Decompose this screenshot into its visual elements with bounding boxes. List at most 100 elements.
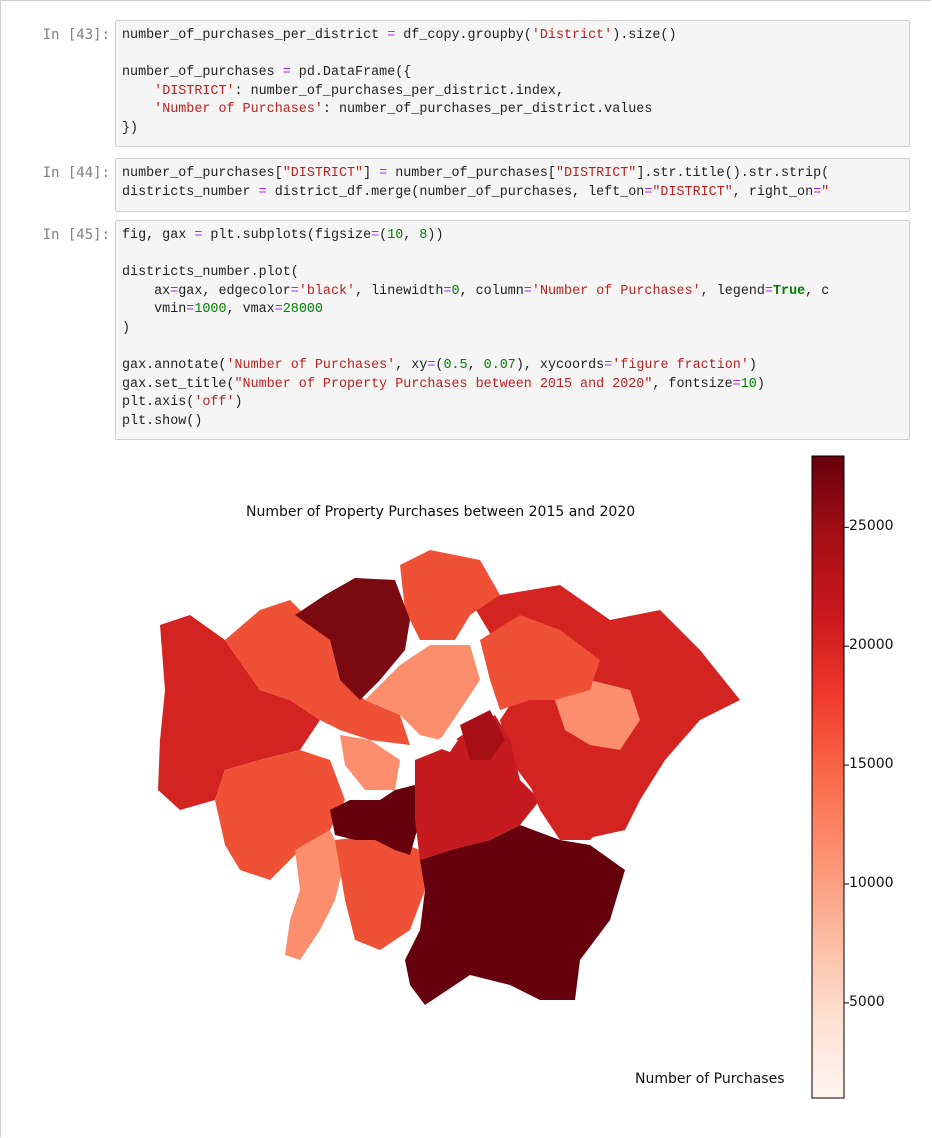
code-token (122, 84, 154, 99)
colorbar (811, 455, 845, 1099)
cell-input-area[interactable]: fig, gax = plt.subplots(figsize=(10, 8))… (115, 220, 910, 440)
code-line: number_of_purchases_per_district = df_co… (122, 27, 677, 46)
code-token: : number_of_purchases_per_district.index… (234, 83, 564, 99)
code-token: = (194, 228, 203, 243)
colorbar-tick-label: 5000 (849, 993, 885, 1010)
code-token: = (427, 358, 436, 374)
map-region (480, 615, 600, 710)
code-line: gax.annotate('Number of Purchases', xy=(… (122, 357, 757, 376)
map-region (340, 735, 400, 790)
cell-prompt: In [44]: (42, 165, 110, 181)
code-token: , (467, 358, 484, 374)
code-cell-45[interactable]: In [45]: fig, gax = plt.subplots(figsize… (0, 220, 932, 442)
map-region (225, 600, 410, 745)
code-token: : number_of_purchases_per_district.value… (322, 102, 653, 118)
code-token: = (523, 283, 532, 299)
code-token: = (290, 283, 299, 299)
code-token (122, 102, 154, 117)
map-region (400, 550, 500, 640)
code-token: districts_number (122, 184, 259, 200)
map-region (158, 615, 320, 810)
map-region (335, 835, 425, 950)
code-token: 'District' (531, 28, 613, 43)
code-token: ) (122, 321, 131, 336)
code-cell-44[interactable]: In [44]: number_of_purchases["DISTRICT"]… (0, 158, 932, 214)
code-token: , column (459, 283, 524, 299)
code-token: 'Number of Purchases' (226, 358, 396, 374)
code-line: ) (122, 320, 130, 339)
colorbar-tick-label: 25000 (849, 518, 894, 535)
code-token: 0 (451, 283, 460, 299)
code-token: )) (427, 228, 444, 243)
code-token: 'DISTRICT' (154, 83, 235, 99)
map-gap (430, 735, 458, 752)
map-region (555, 680, 640, 750)
code-token: 0.07 (483, 358, 516, 374)
code-token: ) (748, 358, 757, 374)
code-token: 10 (740, 376, 757, 392)
code-token: , (403, 228, 420, 243)
code-token: 'Number of Purchases' (531, 283, 701, 299)
plot-title: Number of Property Purchases between 201… (246, 504, 636, 520)
code-line: plt.show() (122, 413, 202, 432)
map-region (285, 830, 345, 960)
code-token: 1000 (194, 302, 227, 318)
code-token: pd.DataFrame({ (290, 65, 412, 81)
code-token: , xy (395, 358, 428, 374)
code-token: = (732, 376, 741, 392)
code-line: districts_number.plot( (122, 264, 299, 283)
code-cell-43[interactable]: In [43]: number_of_purchases_per_distric… (0, 20, 932, 150)
cell-prompt: In [45]: (42, 227, 110, 243)
code-token: 10 (387, 228, 404, 243)
code-token: 'figure fraction' (612, 358, 749, 374)
code-token: = (274, 302, 283, 318)
cell-input-area[interactable]: number_of_purchases["DISTRICT"] = number… (115, 158, 910, 212)
code-token: gax, edgecolor (178, 283, 291, 299)
code-token: = (282, 65, 291, 81)
code-token: True (773, 283, 806, 299)
code-token: 8 (419, 228, 428, 243)
map-region (365, 645, 480, 740)
code-token: " (821, 184, 830, 200)
code-token: , right_on (732, 184, 814, 200)
code-token: = (764, 283, 773, 299)
code-token: "DISTRICT" (652, 184, 733, 200)
code-line: number_of_purchases["DISTRICT"] = number… (122, 165, 829, 184)
code-token: = (387, 28, 396, 43)
cell-prompt: In [43]: (42, 27, 110, 43)
code-token: = (371, 228, 380, 243)
code-token: ] (363, 166, 380, 181)
code-token: gax.annotate( (122, 358, 227, 374)
cell-output-figure: Number of Property Purchases between 201… (115, 452, 915, 1132)
code-token: ( (435, 358, 444, 374)
colorbar-ticks (844, 526, 849, 1004)
code-line: plt.axis('off') (122, 394, 243, 413)
code-token: number_of_purchases_per_district (122, 28, 388, 43)
map-region (405, 825, 625, 1005)
code-token: , fontsize (652, 376, 733, 392)
code-line: districts_number = district_df.merge(num… (122, 184, 829, 203)
map-region (330, 785, 420, 855)
code-token: number_of_purchases[ (387, 166, 556, 181)
cell-input-area[interactable]: number_of_purchases_per_district = df_co… (115, 20, 910, 147)
map-region (460, 710, 505, 760)
code-token: ).size() (612, 28, 677, 43)
london-map (158, 550, 740, 1005)
code-token: plt.show() (122, 414, 203, 429)
code-token: 28000 (282, 302, 323, 318)
code-token: = (604, 358, 613, 374)
code-token: ( (379, 228, 388, 243)
code-token: districts_number.plot( (122, 265, 299, 281)
code-token: 'off' (194, 395, 235, 411)
code-line: number_of_purchases = pd.DataFrame({ (122, 64, 411, 83)
code-token: df_copy.groupby( (395, 28, 532, 43)
code-line: 'DISTRICT': number_of_purchases_per_dist… (122, 83, 564, 102)
code-line: ax=gax, edgecolor='black', linewidth=0, … (122, 283, 829, 302)
code-token: ].str.title().str.strip( (636, 166, 830, 181)
map-region (415, 715, 540, 860)
map-region (215, 750, 345, 880)
code-token: plt.subplots(figsize (202, 228, 372, 243)
code-line: gax.set_title("Number of Property Purcha… (122, 376, 765, 395)
code-token: ), xycoords (515, 358, 605, 374)
code-token: }) (122, 121, 139, 136)
